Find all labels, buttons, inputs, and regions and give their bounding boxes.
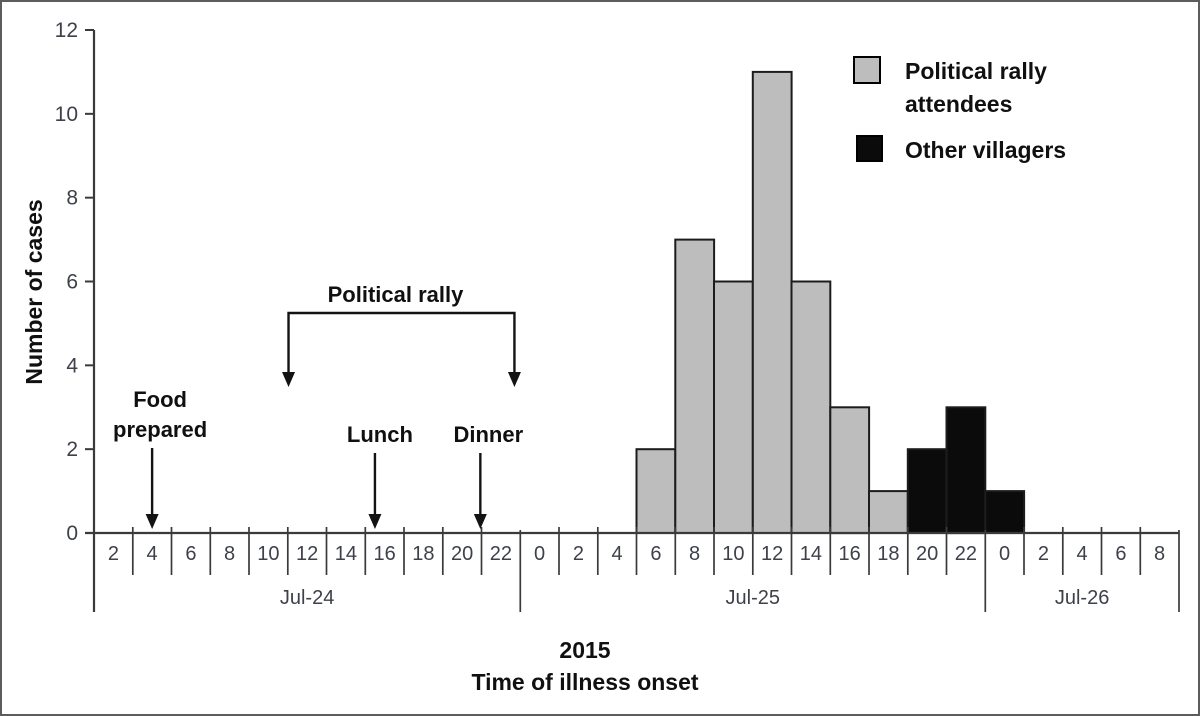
x-axis-title: Time of illness onset — [471, 669, 698, 695]
bar-Jul-25-6h — [635, 448, 677, 535]
political-rally-bracket — [287, 311, 516, 372]
arrowhead-icon — [145, 514, 159, 529]
legend-swatch-rally-attendees — [853, 56, 881, 84]
x-tick-label-hour: 8 — [224, 543, 235, 565]
x-tick-label-hour: 2 — [108, 543, 119, 565]
annotation-political-rally-label: Political rally — [328, 282, 464, 307]
y-tick-label: 6 — [66, 271, 78, 294]
x-tick-label-hour: 6 — [185, 543, 196, 565]
annotation-food-prepared-line2: prepared — [113, 417, 207, 442]
x-tick-label-hour: 8 — [1154, 543, 1165, 565]
bar-Jul-25-22h — [945, 406, 987, 535]
x-tick-label-hour: 12 — [761, 543, 783, 565]
x-tick-label-hour: 16 — [373, 543, 395, 565]
x-tick-label-hour: 22 — [490, 543, 512, 565]
y-tick-label: 4 — [66, 354, 78, 377]
x-axis-year-label: 2015 — [559, 637, 610, 663]
y-tick-label: 0 — [66, 522, 78, 545]
x-tick-label-hour: 6 — [1115, 543, 1126, 565]
x-tick-label-hour: 14 — [800, 543, 822, 565]
x-tick-label-hour: 4 — [1077, 543, 1088, 565]
x-tick-label-hour: 4 — [147, 543, 158, 565]
arrowhead-icon — [368, 514, 382, 529]
x-tick-label-hour: 16 — [838, 543, 860, 565]
legend-label-rally-attendees-line1: Political rally — [905, 58, 1047, 84]
arrowhead-icon — [282, 372, 296, 387]
y-tick-label: 10 — [55, 103, 78, 126]
x-tick-label-hour: 4 — [612, 543, 623, 565]
x-tick-label-hour: 20 — [916, 543, 938, 565]
x-tick-label-hour: 18 — [877, 543, 899, 565]
bar-Jul-25-20h — [906, 448, 948, 535]
legend-swatch-other-villagers — [856, 135, 883, 162]
x-tick-label-hour: 2 — [1038, 543, 1049, 565]
arrowhead-icon — [473, 514, 487, 529]
annotation-dinner-label: Dinner — [453, 422, 523, 447]
annotation-lunch-label: Lunch — [347, 422, 413, 447]
legend: Political rally attendees Other villager… — [853, 56, 1066, 163]
x-tick-label-hour: 20 — [451, 543, 473, 565]
bar-Jul-25-18h — [868, 490, 909, 535]
y-axis-title: Number of cases — [21, 199, 47, 384]
bar-Jul-25-10h — [713, 280, 754, 534]
bar-Jul-25-12h — [751, 70, 793, 535]
x-tick-label-hour: 6 — [650, 543, 661, 565]
arrowhead-icon — [507, 372, 521, 387]
bar-Jul-25-8h — [674, 238, 716, 534]
x-tick-label-day: Jul-25 — [726, 587, 780, 609]
y-tick-label: 8 — [66, 187, 78, 210]
x-tick-label-hour: 14 — [335, 543, 357, 565]
bars-group — [635, 70, 1026, 535]
x-tick-label-hour: 8 — [689, 543, 700, 565]
y-tick-label: 2 — [66, 438, 78, 461]
x-tick-label-hour: 0 — [534, 543, 545, 565]
legend-label-other-villagers: Other villagers — [905, 137, 1066, 163]
bar-Jul-26-0h — [984, 490, 1026, 535]
x-tick-label-hour: 22 — [955, 543, 977, 565]
x-tick-label-day: Jul-26 — [1055, 587, 1109, 609]
x-tick-label-hour: 18 — [412, 543, 434, 565]
annotation-food-prepared-line1: Food — [133, 387, 187, 412]
x-tick-label-hour: 0 — [999, 543, 1010, 565]
x-tick-label-hour: 12 — [296, 543, 318, 565]
x-tick-label-hour: 2 — [573, 543, 584, 565]
bar-Jul-25-14h — [790, 280, 832, 534]
y-tick-label: 12 — [55, 19, 78, 42]
legend-label-rally-attendees-line2: attendees — [905, 91, 1012, 117]
x-tick-label-hour: 10 — [722, 543, 744, 565]
annotation-arrows-group — [145, 311, 521, 529]
x-tick-label-hour: 10 — [257, 543, 279, 565]
bar-Jul-25-16h — [829, 406, 871, 535]
x-tick-label-day: Jul-24 — [280, 587, 334, 609]
